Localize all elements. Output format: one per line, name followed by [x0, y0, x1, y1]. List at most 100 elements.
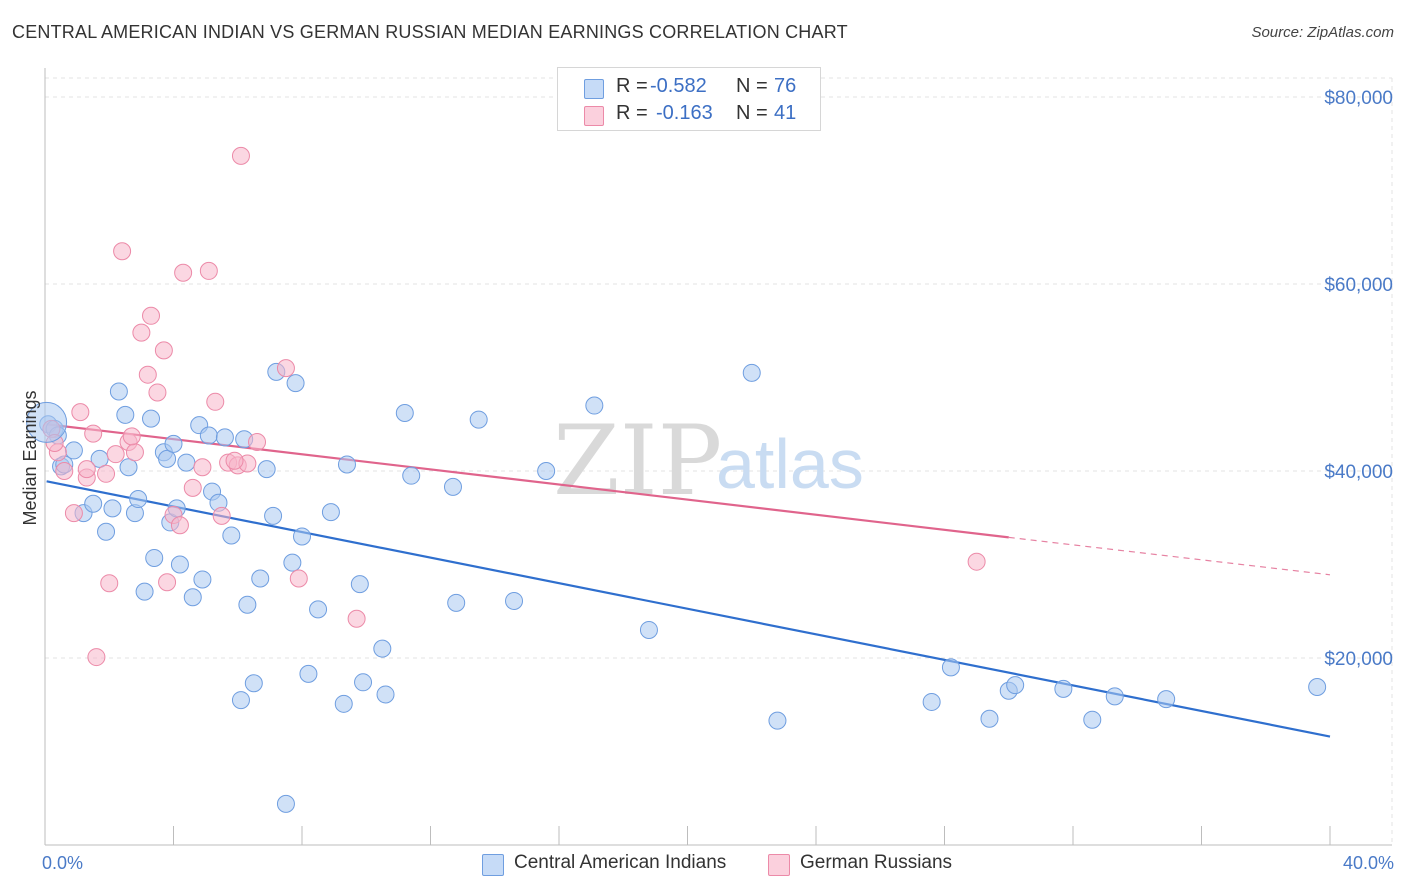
- point-central-american: [193, 570, 212, 589]
- point-central-american: [1308, 677, 1327, 696]
- point-central-american: [395, 404, 414, 423]
- point-central-american: [231, 691, 250, 710]
- point-german-russian: [55, 462, 74, 480]
- point-german-russian: [142, 306, 161, 325]
- legend-n-value: 41: [774, 102, 797, 124]
- point-german-russian: [289, 569, 308, 588]
- point-german-russian: [125, 443, 144, 462]
- watermark-atlas: atlas: [716, 425, 864, 503]
- y-tick-label: $20,000: [1324, 649, 1393, 670]
- correlation-legend: R = -0.582 N = 76 R = -0.163 N = 41: [557, 67, 821, 131]
- series-legend: Central American Indians German Russians: [0, 852, 1406, 878]
- point-central-american: [276, 794, 295, 813]
- y-tick-label: $40,000: [1324, 462, 1393, 483]
- legend-r-label: R =: [616, 75, 648, 97]
- point-central-american: [293, 527, 311, 546]
- point-central-american: [164, 434, 183, 453]
- x-tick-labels: 0.0% 40.0%: [42, 853, 1394, 873]
- point-german-russian: [212, 506, 231, 525]
- point-german-russian: [113, 242, 132, 261]
- point-german-russian: [87, 648, 106, 667]
- point-central-american: [1157, 690, 1176, 709]
- point-central-american: [376, 685, 395, 704]
- point-central-american: [145, 548, 164, 567]
- point-german-russian: [64, 504, 83, 523]
- point-central-american: [447, 593, 466, 612]
- x-tick-label: 40.0%: [1343, 853, 1394, 873]
- point-german-russian: [231, 146, 250, 165]
- point-central-american: [199, 426, 218, 445]
- y-tick-labels: $20,000 $40,000 $60,000 $80,000: [1324, 88, 1393, 670]
- point-german-russian: [158, 573, 177, 592]
- point-german-russian: [84, 424, 103, 443]
- point-central-american: [215, 428, 234, 447]
- point-german-russian: [100, 574, 119, 593]
- point-german-russian: [77, 460, 96, 479]
- point-central-american: [129, 490, 148, 509]
- point-central-american: [1054, 679, 1073, 698]
- point-central-american: [505, 591, 524, 610]
- point-central-american: [158, 449, 177, 468]
- point-central-american: [469, 410, 488, 429]
- legend-n-label: N =: [736, 75, 768, 97]
- point-central-american: [1083, 710, 1102, 729]
- axes: [44, 68, 1392, 846]
- point-german-russian: [174, 263, 193, 282]
- point-central-american: [26, 401, 68, 443]
- point-central-american: [941, 658, 960, 677]
- point-central-american: [354, 673, 373, 692]
- point-central-american: [238, 595, 257, 614]
- point-german-russian: [276, 359, 295, 378]
- point-central-american: [177, 453, 196, 472]
- point-central-american: [109, 382, 128, 401]
- point-central-american: [170, 555, 189, 574]
- point-central-american: [84, 494, 103, 513]
- point-central-american: [639, 620, 658, 639]
- legend-n-label: N =: [736, 102, 768, 124]
- legend-n-value: 76: [774, 75, 797, 97]
- point-central-american: [142, 409, 161, 428]
- point-central-american: [286, 374, 305, 393]
- legend-swatch-pink: [584, 106, 604, 126]
- y-axis-label: Median Earnings: [20, 390, 40, 525]
- point-central-american: [244, 674, 263, 693]
- trend-line-extension-1: [1008, 536, 1331, 576]
- point-central-american: [585, 396, 604, 415]
- series-label: Central American Indians: [514, 852, 727, 873]
- point-central-american: [402, 466, 421, 485]
- point-german-russian: [132, 323, 151, 342]
- point-central-american: [1105, 687, 1124, 706]
- point-central-american: [443, 477, 462, 496]
- y-tick-label: $60,000: [1324, 275, 1393, 296]
- point-german-russian: [206, 392, 225, 411]
- point-german-russian: [170, 516, 189, 535]
- data-points: [26, 146, 1327, 813]
- point-central-american: [135, 582, 154, 601]
- point-german-russian: [71, 403, 90, 422]
- point-central-american: [222, 526, 241, 545]
- point-central-american: [103, 499, 122, 518]
- point-german-russian: [225, 451, 244, 470]
- point-central-american: [980, 709, 999, 728]
- watermark: ZIP atlas: [553, 405, 864, 517]
- point-german-russian: [183, 478, 202, 497]
- point-german-russian: [248, 433, 267, 452]
- point-central-american: [1006, 676, 1025, 695]
- y-tick-label: $80,000: [1324, 88, 1393, 109]
- point-central-american: [251, 569, 270, 588]
- series-swatch-pink: [768, 854, 790, 876]
- point-german-russian: [97, 464, 116, 483]
- point-german-russian: [967, 552, 986, 571]
- point-german-russian: [122, 427, 141, 446]
- point-central-american: [116, 405, 135, 424]
- point-central-american: [119, 458, 138, 477]
- point-central-american: [64, 441, 83, 460]
- legend-swatch-blue: [584, 79, 604, 99]
- point-central-american: [183, 588, 202, 607]
- point-german-russian: [154, 341, 173, 360]
- legend-r-label: R =: [616, 102, 648, 124]
- point-central-american: [337, 455, 356, 474]
- point-central-american: [742, 363, 761, 382]
- point-central-american: [299, 664, 318, 683]
